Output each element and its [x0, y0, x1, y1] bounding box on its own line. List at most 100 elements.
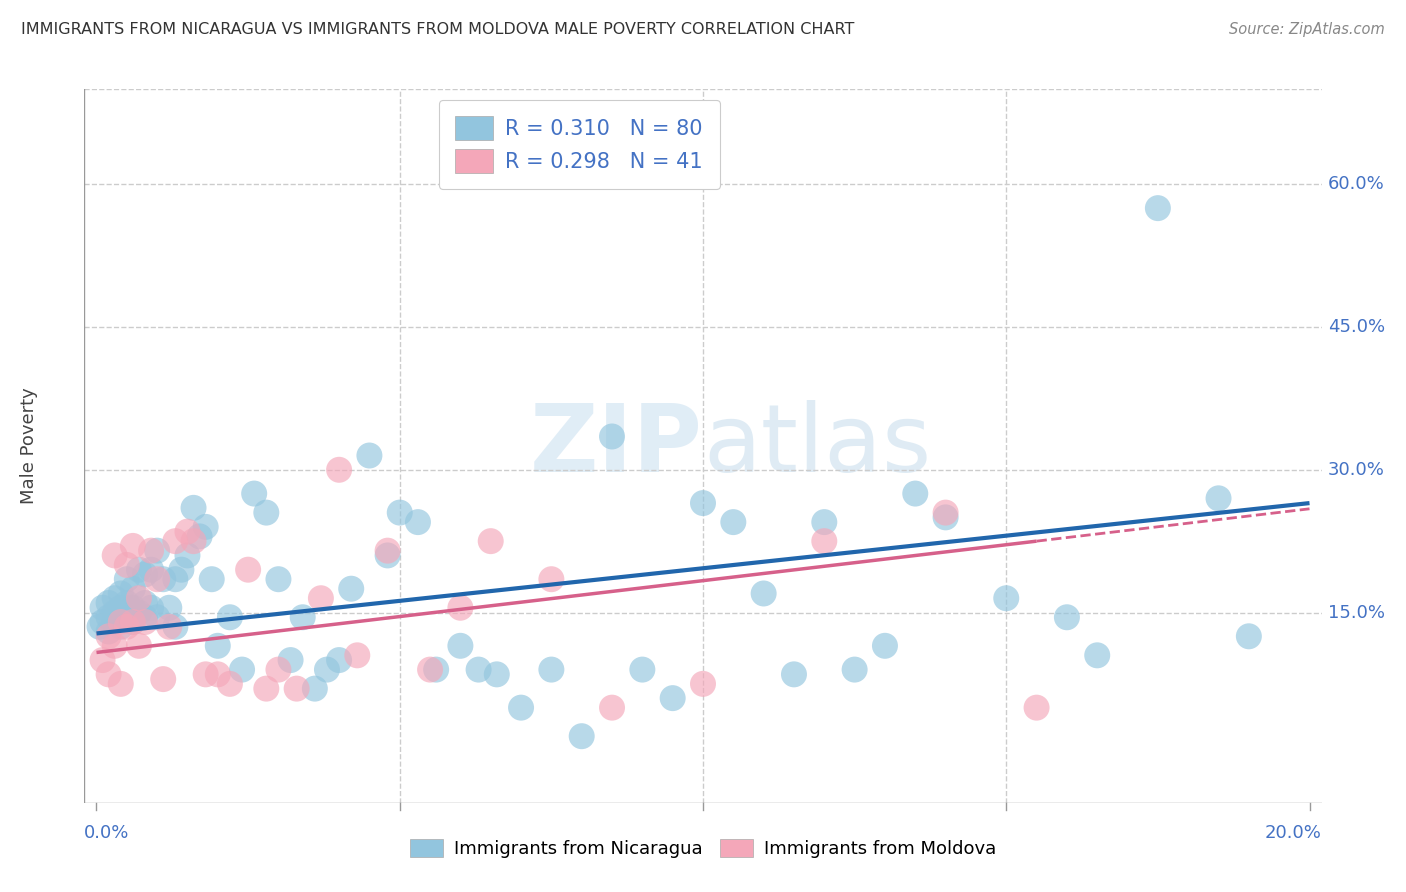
Point [485, 667, 508, 681]
Point [89, 620, 111, 634]
Point [783, 667, 806, 681]
Point [110, 610, 132, 624]
Point [165, 572, 187, 586]
Point [115, 620, 138, 634]
Point [1085, 648, 1108, 663]
Point [183, 534, 205, 549]
Point [813, 534, 835, 549]
Point [110, 586, 132, 600]
Point [304, 681, 326, 696]
Point [328, 653, 350, 667]
Point [134, 596, 156, 610]
Text: 60.0%: 60.0% [1327, 176, 1385, 194]
Point [377, 549, 399, 563]
Point [115, 606, 138, 620]
Point [152, 672, 174, 686]
Point [873, 639, 896, 653]
Point [254, 506, 277, 520]
Point [540, 572, 562, 586]
Point [91, 615, 114, 629]
Point [122, 600, 145, 615]
Point [165, 534, 187, 549]
Point [219, 610, 242, 624]
Point [115, 596, 138, 610]
Point [231, 663, 253, 677]
Point [449, 639, 471, 653]
Point [122, 582, 145, 596]
Point [97, 624, 120, 639]
Point [254, 681, 277, 696]
Point [139, 600, 162, 615]
Point [631, 663, 654, 677]
Point [110, 615, 132, 629]
Text: 20.0%: 20.0% [1265, 823, 1322, 842]
Point [128, 639, 150, 653]
Point [692, 496, 714, 510]
Point [157, 620, 180, 634]
Point [844, 663, 866, 677]
Point [188, 529, 211, 543]
Point [661, 691, 683, 706]
Point [104, 615, 127, 629]
Point [207, 639, 229, 653]
Point [1056, 610, 1078, 624]
Point [328, 463, 350, 477]
Point [139, 543, 162, 558]
Point [139, 563, 162, 577]
Point [510, 700, 533, 714]
Point [419, 663, 441, 677]
Point [91, 600, 114, 615]
Point [692, 677, 714, 691]
Point [146, 543, 169, 558]
Text: ZIP: ZIP [530, 400, 703, 492]
Point [170, 563, 193, 577]
Point [134, 567, 156, 582]
Point [406, 515, 429, 529]
Point [110, 600, 132, 615]
Point [91, 653, 114, 667]
Point [194, 520, 217, 534]
Point [157, 600, 180, 615]
Point [110, 620, 132, 634]
Text: Male Poverty: Male Poverty [20, 388, 38, 504]
Point [346, 648, 368, 663]
Point [1237, 629, 1260, 643]
Point [752, 586, 775, 600]
Legend: Immigrants from Nicaragua, Immigrants from Moldova: Immigrants from Nicaragua, Immigrants fr… [404, 831, 1002, 865]
Point [176, 524, 198, 539]
Point [110, 677, 132, 691]
Text: 45.0%: 45.0% [1327, 318, 1385, 336]
Point [291, 610, 314, 624]
Point [377, 543, 399, 558]
Point [285, 681, 308, 696]
Point [183, 500, 205, 515]
Point [236, 563, 259, 577]
Point [467, 663, 489, 677]
Point [115, 558, 138, 572]
Point [995, 591, 1018, 606]
Point [115, 572, 138, 586]
Point [449, 600, 471, 615]
Point [122, 539, 145, 553]
Point [207, 667, 229, 681]
Point [194, 667, 217, 681]
Point [97, 596, 120, 610]
Point [128, 591, 150, 606]
Point [97, 610, 120, 624]
Point [165, 620, 187, 634]
Point [134, 610, 156, 624]
Point [425, 663, 447, 677]
Point [540, 663, 562, 677]
Point [267, 572, 290, 586]
Text: 0.0%: 0.0% [84, 823, 129, 842]
Point [104, 606, 127, 620]
Point [280, 653, 302, 667]
Point [146, 572, 169, 586]
Point [104, 549, 127, 563]
Point [1147, 201, 1170, 215]
Point [152, 572, 174, 586]
Text: 15.0%: 15.0% [1327, 604, 1385, 622]
Point [146, 610, 169, 624]
Point [128, 606, 150, 620]
Point [479, 534, 502, 549]
